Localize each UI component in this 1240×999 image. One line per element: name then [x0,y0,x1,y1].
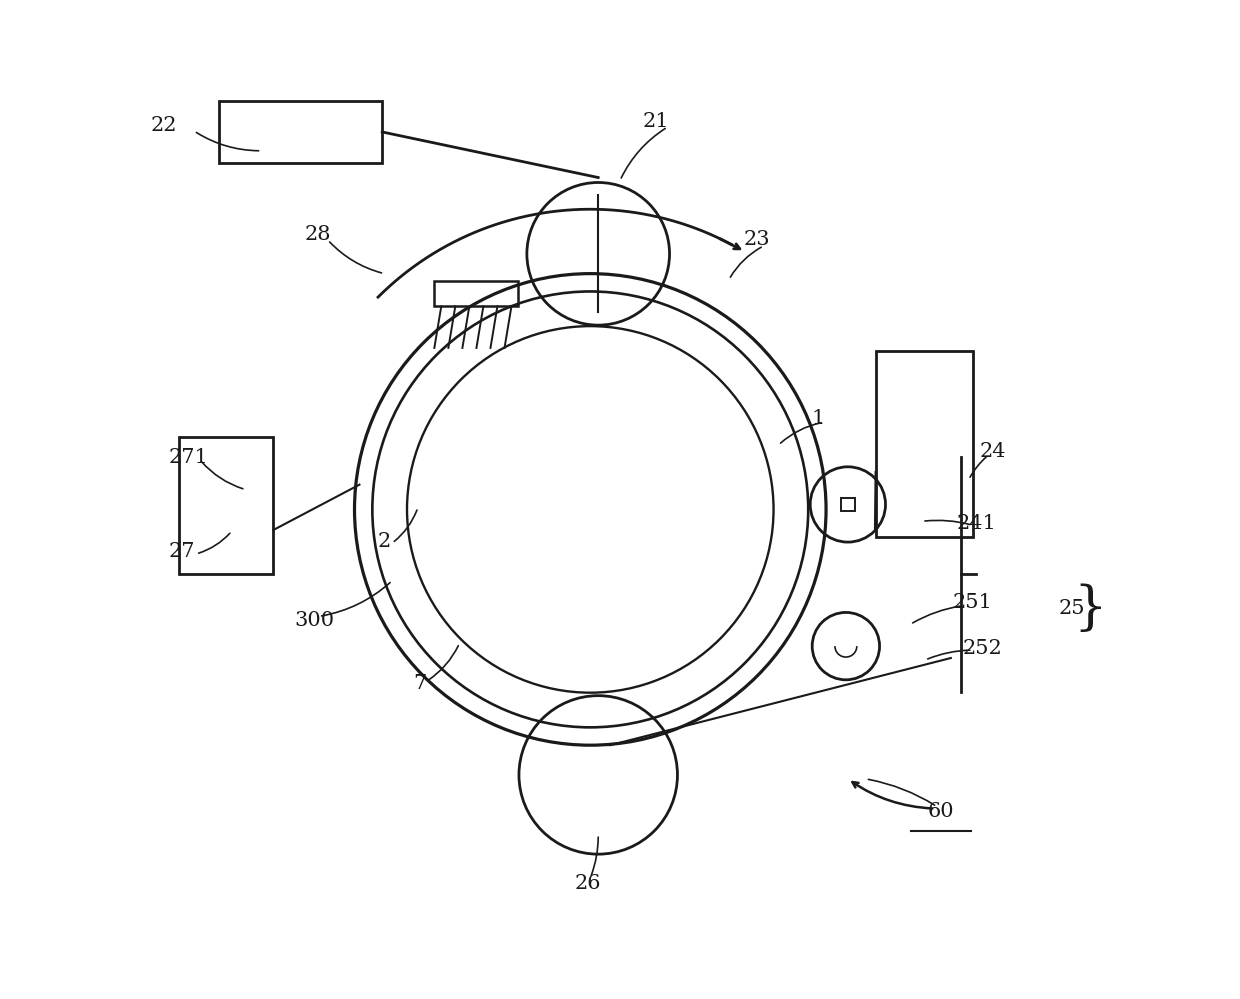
Text: 27: 27 [169,541,196,560]
Text: 2: 2 [378,531,391,550]
Text: 24: 24 [980,443,1006,462]
Text: 28: 28 [305,225,331,244]
Text: 26: 26 [575,874,601,893]
Bar [218,101,382,163]
Text: 1: 1 [811,409,825,428]
Bar [434,281,518,307]
Bar [875,351,972,537]
Text: 25: 25 [1059,599,1085,618]
Text: 7: 7 [413,674,427,693]
Text: }: } [1074,583,1107,634]
Text: 300: 300 [295,610,335,629]
Text: 22: 22 [151,116,177,135]
Text: 21: 21 [642,112,668,131]
Text: 241: 241 [957,513,997,532]
Text: 60: 60 [928,802,955,821]
Text: 271: 271 [169,449,208,468]
Text: 252: 252 [962,638,1002,657]
Text: 23: 23 [744,231,770,250]
Bar [841,498,854,511]
Text: 251: 251 [952,593,992,612]
Bar [179,438,273,573]
